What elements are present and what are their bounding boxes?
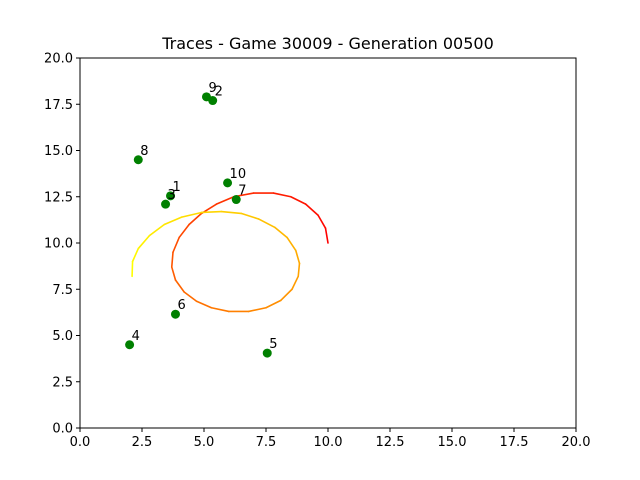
trace-segment — [289, 195, 307, 205]
data-point-label: 8 — [140, 144, 148, 159]
y-tick-label: 20.0 — [44, 52, 73, 67]
trace-layer — [131, 192, 329, 313]
trace-segment — [247, 306, 267, 313]
data-point — [223, 178, 233, 188]
y-tick-label: 12.5 — [44, 190, 73, 205]
y-tick-label: 10.0 — [44, 237, 73, 252]
data-point-label: 1 — [173, 180, 181, 195]
data-point-label: 5 — [269, 337, 277, 352]
y-tick-label: 0.0 — [52, 422, 73, 437]
data-point — [170, 309, 180, 319]
y-tick-label: 15.0 — [44, 144, 73, 159]
trace-segment — [183, 291, 198, 303]
axes-layer: 0.0 2.5 5.0 7.5 10.0 12.5 15.0 17.5 20.00.02.55.… — [44, 52, 590, 451]
trace-segment — [272, 192, 292, 198]
x-tick-label: 5.0 — [194, 435, 215, 450]
trace-segment — [188, 212, 203, 226]
x-tick-label: 20.0 — [562, 435, 591, 450]
y-tick-label: 2.5 — [52, 375, 73, 390]
trace-segment — [291, 275, 300, 291]
data-point — [133, 155, 143, 165]
data-point — [125, 340, 135, 350]
data-point-label: 6 — [177, 298, 185, 313]
trace-segment — [240, 212, 260, 220]
point-labels-layer: 1 2 3 4 5 6 8 9 10 7 — [132, 81, 278, 352]
trace-segment — [210, 306, 230, 313]
x-tick-label: 7.5 — [256, 435, 277, 450]
trace-segment — [317, 214, 327, 229]
trace-segment — [273, 226, 288, 239]
trace-segment — [170, 266, 177, 281]
trace-segment — [286, 236, 297, 252]
trace-segment — [195, 300, 213, 309]
trace-segment — [215, 195, 235, 205]
data-point — [231, 195, 241, 205]
data-point — [166, 191, 176, 201]
data-point — [262, 348, 272, 358]
x-tick-label: 15.0 — [438, 435, 467, 450]
data-point — [161, 199, 171, 209]
trace-segment — [304, 203, 319, 217]
data-point-label: 3 — [168, 188, 176, 203]
trace-segment — [324, 227, 329, 244]
x-tick-label: 17.5 — [500, 435, 529, 450]
y-tick-label: 5.0 — [52, 329, 73, 344]
trace-segment — [220, 210, 242, 215]
data-point-label: 4 — [132, 329, 140, 344]
trace-segment — [297, 262, 301, 278]
y-tick-label: 17.5 — [44, 98, 73, 113]
trace-segment — [265, 299, 282, 309]
trace-segment — [170, 251, 174, 268]
x-tick-label: 0.0 — [70, 435, 91, 450]
trace-segment — [280, 288, 293, 302]
trace-segment — [172, 236, 180, 254]
chart-title: Traces - Game 30009 - Generation 00500 — [161, 34, 494, 53]
trace-segment — [131, 247, 140, 263]
trace-segment — [137, 234, 151, 250]
trace-segment — [174, 279, 185, 293]
x-tick-label: 12.5 — [376, 435, 405, 450]
data-point — [201, 92, 211, 102]
trace-segment — [163, 216, 183, 226]
data-point-label: 7 — [238, 184, 246, 199]
trace-segment — [148, 223, 166, 237]
trace-segment — [257, 218, 276, 229]
trace-segment — [294, 249, 301, 265]
trace-segment — [200, 210, 223, 214]
x-tick-label: 10.0 — [314, 435, 343, 450]
data-point-label: 10 — [230, 167, 247, 182]
trace-segment — [178, 223, 190, 239]
x-tick-label: 2.5 — [132, 435, 153, 450]
data-point-label: 9 — [208, 81, 216, 96]
trace-segment — [180, 211, 203, 218]
points-layer — [125, 92, 272, 358]
y-tick-label: 7.5 — [52, 283, 73, 298]
data-point-label: 2 — [215, 85, 223, 100]
